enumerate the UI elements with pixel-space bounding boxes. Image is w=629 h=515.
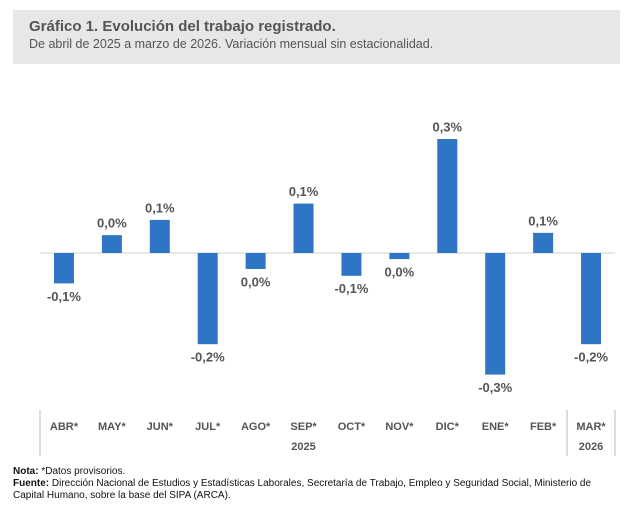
note-label: Nota:	[13, 466, 39, 477]
group-label: 2026	[579, 441, 603, 453]
x-tick-label: MAR*	[576, 421, 606, 433]
value-label: -0,3%	[478, 380, 512, 395]
value-label: -0,1%	[334, 281, 368, 296]
value-label: 0,1%	[528, 213, 558, 228]
x-tick-label: SEP*	[290, 421, 317, 433]
x-tick-label: MAY*	[98, 421, 126, 433]
value-label: 0,1%	[289, 184, 319, 199]
value-label: 0,0%	[97, 216, 127, 231]
bar	[53, 253, 74, 284]
x-tick-label: FEB*	[530, 421, 557, 433]
bar	[293, 203, 314, 253]
source-label: Fuente:	[13, 478, 50, 489]
bar	[149, 219, 170, 253]
value-label: -0,2%	[574, 350, 608, 365]
x-tick-label: OCT*	[338, 421, 366, 433]
chart: ABR* -0,1% MAY* 0,0% JUN* 0,1% JUL* -0,2% AGO* 0,…	[39, 119, 616, 456]
x-tick-label: JUL*	[195, 421, 221, 433]
chart-subtitle: De abril de 2025 a marzo de 2026. Variac…	[29, 37, 434, 51]
note: *Datos provisorios.	[41, 466, 126, 477]
x-tick-label: AGO*	[241, 421, 271, 433]
x-tick-label: JUN*	[147, 421, 174, 433]
bar	[197, 253, 218, 345]
value-label: 0,1%	[145, 200, 175, 215]
value-label: 0,3%	[432, 119, 462, 134]
chart-title: Gráfico 1. Evolución del trabajo registr…	[29, 18, 336, 35]
value-label: -0,2%	[191, 350, 225, 365]
header: Gráfico 1. Evolución del trabajo registr…	[13, 10, 620, 64]
bar	[245, 253, 266, 269]
bar	[341, 253, 362, 276]
bar	[389, 253, 410, 260]
x-tick-label: ABR*	[50, 421, 79, 433]
bar	[101, 235, 122, 253]
value-label: 0,0%	[385, 265, 415, 280]
x-tick-label: NOV*	[385, 421, 414, 433]
notes: Nota: *Datos provisorios. Fuente: Direcc…	[13, 466, 623, 502]
bar	[533, 232, 554, 253]
value-label: 0,0%	[241, 274, 271, 289]
bar	[485, 253, 506, 375]
group-label: 2025	[291, 441, 315, 453]
bar	[437, 139, 458, 253]
x-tick-label: ENE*	[482, 421, 510, 433]
value-label: -0,1%	[47, 289, 81, 304]
x-tick-label: DIC*	[436, 421, 460, 433]
bar	[581, 253, 602, 345]
source: Dirección Nacional de Estudios y Estadís…	[13, 478, 592, 501]
